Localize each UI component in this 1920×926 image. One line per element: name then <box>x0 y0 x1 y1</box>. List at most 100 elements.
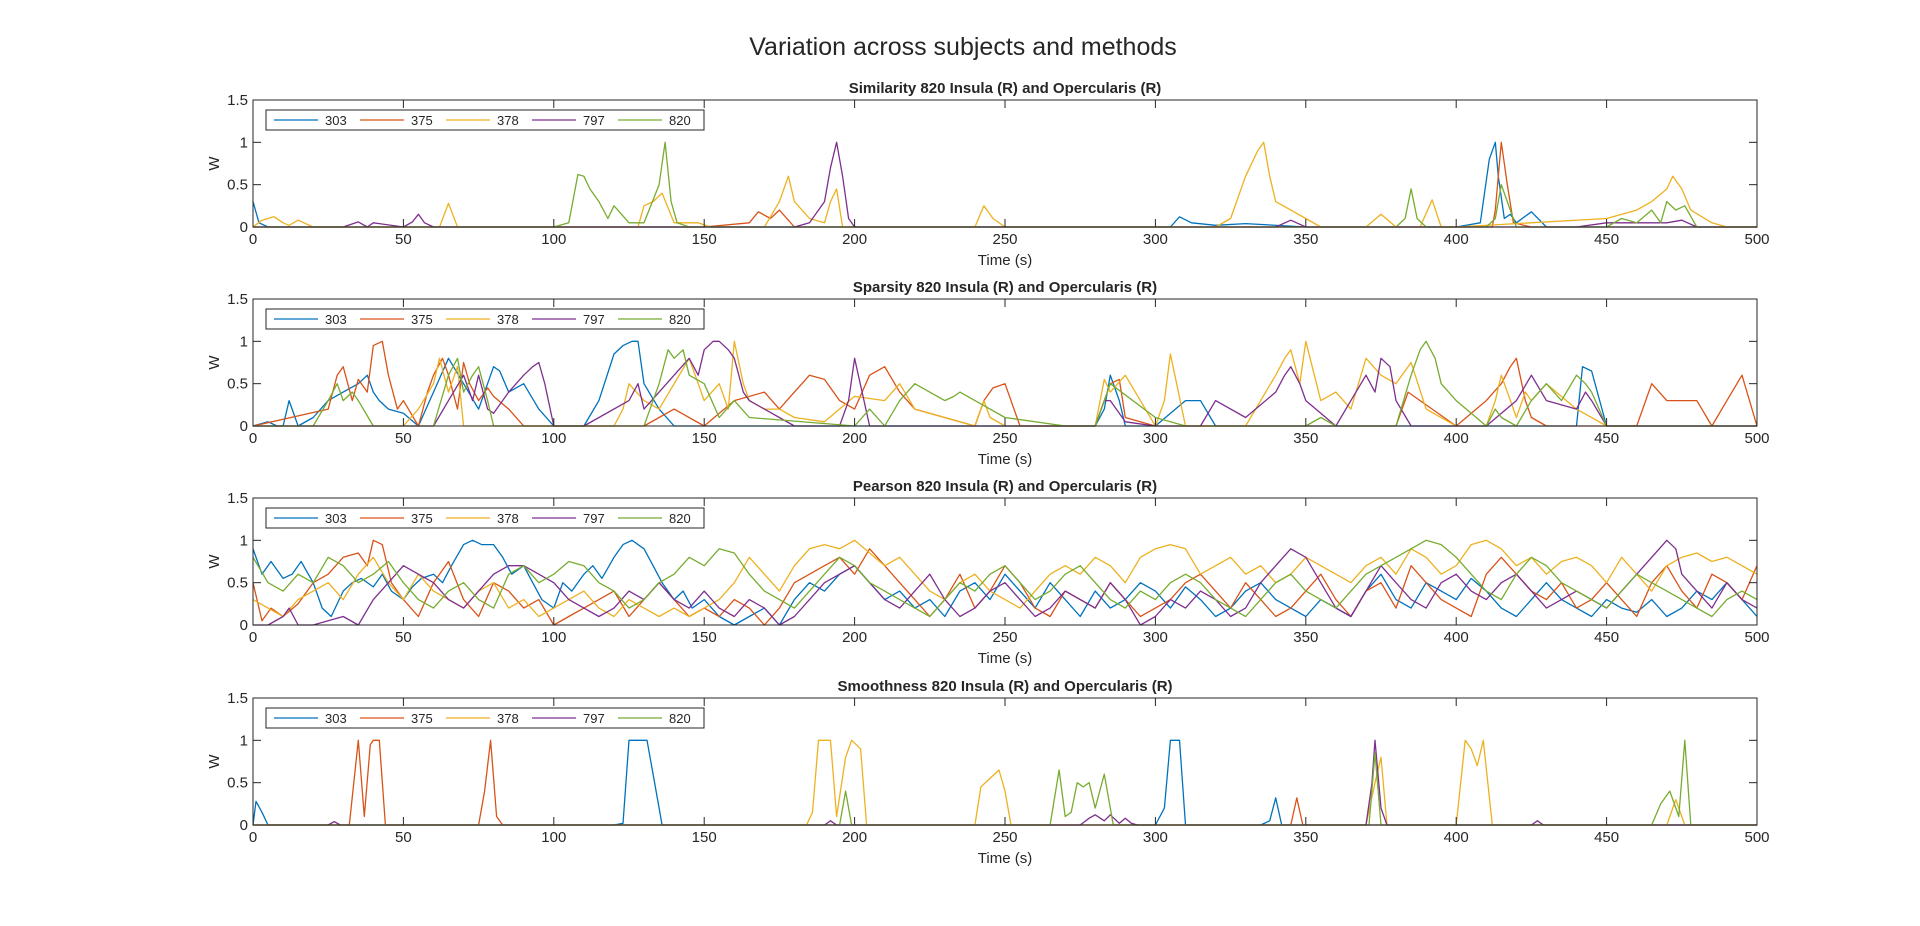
legend-label-375: 375 <box>411 312 433 327</box>
series-line-820 <box>253 141 1757 228</box>
x-tick-label: 200 <box>842 231 867 248</box>
x-tick-label: 100 <box>541 629 566 646</box>
x-tick-label: 450 <box>1594 629 1619 646</box>
x-tick-label: 0 <box>249 231 257 248</box>
subplot-2: Sparsity 820 Insula (R) and Opercularis … <box>206 279 1770 468</box>
x-tick-label: 250 <box>992 829 1017 846</box>
legend-label-303: 303 <box>325 113 347 128</box>
y-tick-label: 1.5 <box>227 291 248 308</box>
x-tick-label: 150 <box>692 829 717 846</box>
x-tick-label: 200 <box>842 629 867 646</box>
subplot-title: Pearson 820 Insula (R) and Opercularis (… <box>853 478 1157 495</box>
x-tick-label: 50 <box>395 829 412 846</box>
figure-title: Variation across subjects and methods <box>749 33 1177 61</box>
x-tick-label: 50 <box>395 430 412 447</box>
x-tick-label: 300 <box>1143 231 1168 248</box>
legend-label-303: 303 <box>325 711 347 726</box>
x-axis-label: Time (s) <box>978 252 1032 269</box>
legend-label-797: 797 <box>583 711 605 726</box>
axes-box <box>252 497 1758 626</box>
x-tick-label: 300 <box>1143 629 1168 646</box>
legend-label-303: 303 <box>325 312 347 327</box>
x-axis-label: Time (s) <box>978 451 1032 468</box>
x-tick-label: 0 <box>249 829 257 846</box>
y-tick-label: 0 <box>240 418 248 435</box>
legend-label-378: 378 <box>497 312 519 327</box>
axes-box <box>252 99 1758 228</box>
legend: 303 375 378 797 820 <box>265 507 705 529</box>
y-axis-label: W <box>206 754 223 769</box>
y-tick-label: 0.5 <box>227 775 248 792</box>
y-tick-label: 0.5 <box>227 575 248 592</box>
x-tick-label: 350 <box>1293 231 1318 248</box>
y-tick-label: 1 <box>240 333 248 350</box>
x-tick-label: 500 <box>1744 629 1769 646</box>
y-tick-label: 1 <box>240 134 248 151</box>
legend-label-797: 797 <box>583 312 605 327</box>
series-line-378 <box>252 539 1758 618</box>
x-tick-label: 150 <box>692 430 717 447</box>
x-tick-label: 200 <box>842 829 867 846</box>
subplot-1: Similarity 820 Insula (R) and Operculari… <box>206 80 1770 269</box>
series-line-820 <box>252 539 1758 618</box>
x-tick-label: 500 <box>1744 231 1769 248</box>
y-tick-label: 0 <box>240 817 248 834</box>
series-line-375 <box>253 739 1757 826</box>
x-tick-label: 0 <box>249 430 257 447</box>
x-tick-label: 250 <box>992 430 1017 447</box>
subplot-title: Smoothness 820 Insula (R) and Operculari… <box>837 678 1172 695</box>
series-line-797 <box>253 141 1757 228</box>
axes-box <box>252 697 1758 826</box>
x-tick-label: 400 <box>1444 629 1469 646</box>
y-tick-label: 1.5 <box>227 690 248 707</box>
legend: 303 375 378 797 820 <box>265 308 705 330</box>
x-tick-label: 250 <box>992 231 1017 248</box>
subplot-title: Sparsity 820 Insula (R) and Opercularis … <box>853 279 1157 296</box>
legend: 303 375 378 797 820 <box>265 109 705 131</box>
legend-label-378: 378 <box>497 113 519 128</box>
legend-label-797: 797 <box>583 511 605 526</box>
x-tick-label: 450 <box>1594 231 1619 248</box>
x-tick-label: 0 <box>249 629 257 646</box>
x-tick-label: 400 <box>1444 231 1469 248</box>
series-line-797 <box>253 340 1757 427</box>
x-tick-label: 200 <box>842 430 867 447</box>
x-tick-label: 100 <box>541 231 566 248</box>
x-tick-label: 50 <box>395 629 412 646</box>
legend-label-378: 378 <box>497 511 519 526</box>
series-lines <box>252 539 1758 626</box>
x-tick-label: 100 <box>541 829 566 846</box>
y-axis-label: W <box>206 156 223 171</box>
x-tick-label: 500 <box>1744 829 1769 846</box>
legend-label-378: 378 <box>497 711 519 726</box>
legend-label-375: 375 <box>411 113 433 128</box>
x-tick-label: 350 <box>1293 430 1318 447</box>
y-tick-label: 1.5 <box>227 92 248 109</box>
legend: 303 375 378 797 820 <box>265 707 705 729</box>
axes-container: Similarity 820 Insula (R) and Operculari… <box>206 80 1770 867</box>
x-axis-label: Time (s) <box>978 850 1032 867</box>
ticks: 0 50 100 150 200 250 300 350 400 450 500 0 0.5 1 1.5 <box>227 690 1769 846</box>
subplot-title: Similarity 820 Insula (R) and Operculari… <box>849 80 1162 97</box>
legend-label-375: 375 <box>411 711 433 726</box>
y-tick-label: 0.5 <box>227 376 248 393</box>
y-axis-label: W <box>206 355 223 370</box>
y-axis-label: W <box>206 554 223 569</box>
series-line-820 <box>253 340 1757 427</box>
y-tick-label: 1 <box>240 532 248 549</box>
x-tick-label: 50 <box>395 231 412 248</box>
x-tick-label: 450 <box>1594 829 1619 846</box>
axes-box <box>252 298 1758 427</box>
series-line-378 <box>253 340 1757 427</box>
y-tick-label: 0.5 <box>227 177 248 194</box>
x-tick-label: 250 <box>992 629 1017 646</box>
y-tick-label: 1 <box>240 732 248 749</box>
y-tick-label: 0 <box>240 617 248 634</box>
legend-label-820: 820 <box>669 711 691 726</box>
subplot-3: Pearson 820 Insula (R) and Opercularis (… <box>206 478 1770 667</box>
y-tick-label: 1.5 <box>227 490 248 507</box>
legend-label-820: 820 <box>669 113 691 128</box>
x-tick-label: 500 <box>1744 430 1769 447</box>
ticks: 0 50 100 150 200 250 300 350 400 450 500 0 0.5 1 1.5 <box>227 291 1769 447</box>
